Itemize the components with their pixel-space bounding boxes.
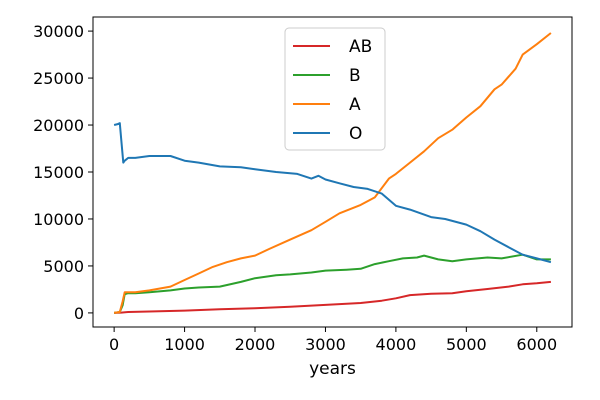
x-tick-label: 4000 xyxy=(376,335,417,354)
y-tick-label: 5000 xyxy=(43,257,84,276)
series-line-ab xyxy=(114,280,551,314)
y-tick-label: 0 xyxy=(74,304,84,323)
plot-lines xyxy=(113,32,552,314)
y-tick-label: 30000 xyxy=(33,22,84,41)
x-tick-label: 5000 xyxy=(446,335,487,354)
x-tick-label: 6000 xyxy=(516,335,557,354)
series-line-a xyxy=(113,32,552,314)
series-line-o xyxy=(113,122,552,264)
series-line-b xyxy=(113,253,551,314)
axis-ticks: 0 1000 2000 3000 4000 5000 6000 0 5000 10000 15000… xyxy=(33,22,557,354)
legend-label-o: O xyxy=(349,124,362,144)
legend-label-a: A xyxy=(349,95,361,115)
x-tick-label: 3000 xyxy=(305,335,346,354)
x-tick-label: 1000 xyxy=(164,335,205,354)
x-tick-label: 0 xyxy=(109,335,119,354)
y-tick-label: 25000 xyxy=(33,69,84,88)
x-axis-label: years xyxy=(309,359,356,379)
legend-label-b: B xyxy=(349,66,361,86)
x-tick-label: 2000 xyxy=(235,335,276,354)
y-tick-label: 15000 xyxy=(33,163,84,182)
y-tick-label: 20000 xyxy=(33,116,84,135)
legend-label-ab: AB xyxy=(349,37,372,57)
legend: AB BAO xyxy=(284,27,386,151)
y-tick-label: 10000 xyxy=(33,210,84,229)
legend-box xyxy=(284,27,386,151)
